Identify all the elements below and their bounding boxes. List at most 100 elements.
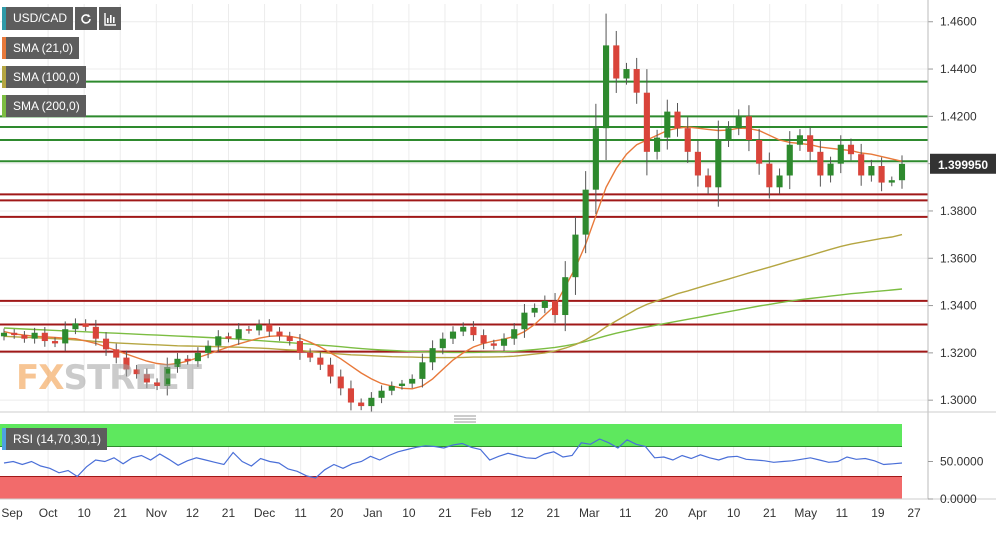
candle-body <box>837 144 844 164</box>
time-tick-label: 27 <box>907 506 921 520</box>
candle-body <box>133 369 140 375</box>
time-tick-label: Mar <box>579 506 600 520</box>
rsi-line <box>3 438 903 479</box>
candle-body <box>582 189 589 235</box>
candle-body <box>490 343 497 346</box>
candle-body <box>235 329 242 339</box>
time-tick-label: May <box>794 506 817 520</box>
current-price-tag <box>930 153 996 174</box>
candle-body <box>796 135 804 145</box>
candle-body <box>215 336 222 346</box>
price-tick-label: 1.4600 <box>940 15 977 29</box>
sma-21-line <box>3 126 903 390</box>
price-tick-label: 1.3200 <box>940 346 977 360</box>
candle-body <box>245 329 252 331</box>
candle-body <box>603 45 610 129</box>
rsi-legend[interactable]: RSI (14,70,30,1) <box>2 428 108 450</box>
candle-body <box>633 69 640 93</box>
time-tick-label: 20 <box>655 506 669 520</box>
symbol-label[interactable]: USD/CAD <box>2 7 74 30</box>
candle-body <box>347 388 355 403</box>
moving-averages <box>3 126 903 390</box>
candle-body <box>858 154 865 176</box>
legend-sma-100[interactable]: SMA (100,0) <box>2 66 86 88</box>
legend-sma-100-label: SMA (100,0) <box>13 70 80 84</box>
candle-body <box>62 329 69 344</box>
candle-body <box>562 277 569 316</box>
candle-body <box>817 151 824 176</box>
legend-sma-21[interactable]: SMA (21,0) <box>2 37 80 59</box>
candle-body <box>551 300 559 316</box>
time-tick-label: Dec <box>254 506 275 520</box>
candle-body <box>868 166 875 176</box>
candle-body <box>745 116 752 140</box>
chart-settings-button[interactable] <box>99 7 122 30</box>
time-tick-label: 21 <box>547 506 561 520</box>
candle-body <box>470 326 477 336</box>
sma-100-line <box>3 233 903 359</box>
candle-body <box>205 345 212 353</box>
symbol-text: USD/CAD <box>13 11 68 25</box>
candle-body <box>664 111 671 138</box>
sma-200-line <box>3 288 903 354</box>
candle-body <box>735 116 742 129</box>
rsi-panel <box>0 424 903 499</box>
candle-body <box>878 166 885 183</box>
rsi-legend-label: RSI (14,70,30,1) <box>13 432 102 446</box>
candle-body <box>82 323 89 327</box>
time-tick-label: 21 <box>114 506 128 520</box>
candle-body <box>460 326 467 332</box>
candle-body <box>480 335 487 344</box>
price-tick-label: 1.3400 <box>940 299 977 313</box>
symbol-toolbar: USD/CAD <box>2 7 122 30</box>
time-tick-label: 19 <box>871 506 885 520</box>
time-tick-label: 12 <box>510 506 524 520</box>
candle-body <box>715 140 722 188</box>
time-tick-label: 11 <box>619 506 632 520</box>
candle-body <box>827 163 834 176</box>
candle-body <box>174 358 181 368</box>
refresh-icon <box>81 13 91 24</box>
time-tick-label: 11 <box>836 506 849 520</box>
candle-body <box>388 385 395 391</box>
candle-body <box>449 331 457 339</box>
candle-body <box>164 367 171 386</box>
time-tick-label: 20 <box>330 506 344 520</box>
candle-body <box>378 390 385 398</box>
legend-sma-21-label: SMA (21,0) <box>13 41 74 55</box>
candle-body <box>358 402 365 407</box>
candle-body <box>419 362 426 379</box>
candle-body <box>92 326 99 339</box>
candle-body <box>184 358 191 362</box>
support-resistance-lines <box>0 80 928 353</box>
candle-body <box>327 364 334 377</box>
rsi-tick-label: 50.0000 <box>940 455 984 469</box>
candle-body <box>684 128 691 152</box>
candle-body <box>776 175 783 188</box>
time-tick-label: 21 <box>763 506 777 520</box>
candle-body <box>409 378 416 384</box>
candle-body <box>847 144 855 155</box>
candle-body <box>439 338 446 349</box>
bar-chart-icon <box>104 12 117 26</box>
candle-body <box>623 69 630 79</box>
refresh-button[interactable] <box>75 7 98 30</box>
time-tick-label: Apr <box>688 506 707 520</box>
candle-body <box>592 128 599 190</box>
candle-body <box>694 151 701 176</box>
time-tick-label: 10 <box>77 506 91 520</box>
candle-body <box>531 307 538 313</box>
candle-body <box>51 341 59 344</box>
candle-body <box>225 336 232 339</box>
candle-body <box>337 376 344 389</box>
rsi-oversold-zone <box>0 476 902 499</box>
candle-body <box>154 382 161 386</box>
price-tick-label: 1.3800 <box>940 204 977 218</box>
candle-body <box>317 357 324 365</box>
legend-sma-200[interactable]: SMA (200,0) <box>2 95 86 117</box>
candle-body <box>102 338 110 350</box>
candle-body <box>654 137 661 152</box>
candle-body <box>786 144 793 176</box>
candle-body <box>194 352 201 362</box>
